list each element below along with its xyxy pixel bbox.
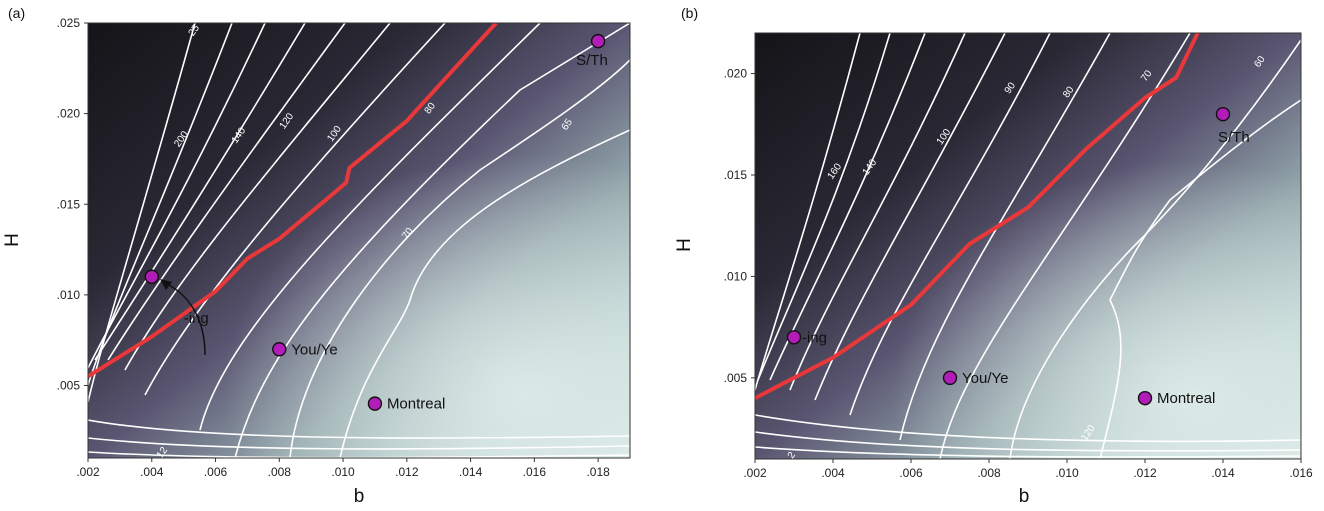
y-tick-label: .020	[724, 67, 748, 81]
panel-b-y-ticks: .005 .010 .015 .020	[724, 67, 755, 385]
point-label: Montreal	[1157, 390, 1215, 407]
x-tick-label: .006	[899, 466, 923, 480]
contour-line	[88, 437, 630, 450]
data-point	[942, 370, 958, 386]
panel-a-frame	[87, 22, 631, 459]
point-label: Montreal	[387, 396, 445, 413]
y-tick-label: .025	[57, 16, 81, 30]
x-tick-label: .002	[743, 466, 767, 480]
y-tick-label: .015	[57, 197, 81, 211]
contour-line	[94, 23, 306, 361]
contour-line	[755, 446, 1301, 458]
contour-line	[124, 23, 391, 371]
x-tick-label: .012	[1133, 466, 1157, 480]
y-tick-label: .020	[57, 107, 81, 121]
panel-b-y-label: H	[674, 238, 695, 252]
x-tick-label: .004	[821, 466, 845, 480]
point-label: You/Ye	[962, 370, 1008, 387]
data-point	[367, 396, 383, 411]
data-point	[590, 33, 606, 49]
x-tick-label: .012	[395, 465, 419, 479]
contour-line	[769, 33, 926, 381]
point-label: -ing	[184, 310, 209, 327]
x-tick-label: .016	[1289, 466, 1313, 480]
contour-line	[755, 33, 861, 391]
panel-b-label: (b)	[681, 5, 698, 21]
panel-b-glow	[755, 33, 1301, 459]
point-label: S/Th	[576, 52, 608, 69]
panel-a-label: (a)	[8, 5, 25, 21]
point-label: -ing	[802, 329, 827, 346]
contour-line	[144, 23, 446, 396]
data-point	[1137, 390, 1153, 406]
panel-a-y-ticks: .005 .010 .015 .020 .025	[57, 16, 88, 393]
panel-b-points: S/Th -ing You/Ye Montreal	[786, 106, 1250, 407]
y-tick-label: .015	[724, 168, 748, 182]
y-tick-label: .005	[724, 371, 748, 385]
x-tick-label: .004	[140, 465, 164, 479]
contour-line	[1009, 39, 1301, 459]
x-tick-label: .014	[459, 465, 483, 479]
point-label: You/Ye	[291, 341, 337, 358]
contour-line	[88, 419, 630, 439]
contour-line	[939, 33, 1191, 459]
point-label: S/Th	[1218, 129, 1250, 146]
y-tick-label: .005	[57, 379, 81, 393]
panel-a-x-label: b	[354, 486, 365, 507]
x-tick-label: .002	[76, 465, 100, 479]
panel-b-frame	[754, 32, 1302, 460]
ing-arrowhead	[160, 279, 172, 290]
y-tick-label: .010	[57, 288, 81, 302]
panel-b-boundary-line	[755, 33, 1200, 400]
contour-line	[1099, 99, 1301, 459]
data-point	[272, 342, 287, 357]
x-tick-label: .006	[204, 465, 228, 479]
contour-line	[789, 33, 966, 391]
data-point	[144, 269, 159, 284]
x-tick-label: .008	[268, 465, 292, 479]
panel-b-x-label: b	[1019, 486, 1030, 507]
contour-line	[234, 23, 630, 458]
contour-line	[199, 23, 541, 431]
contour-line	[755, 431, 1301, 452]
contour-line	[107, 23, 346, 361]
ing-arrow	[164, 282, 206, 356]
contour-label: 2	[786, 450, 798, 461]
x-tick-label: .014	[1211, 466, 1235, 480]
x-tick-label: .008	[977, 466, 1001, 480]
panel-b-x-ticks: .002 .004 .006 .008 .010 .012 .014 .016	[743, 459, 1313, 480]
contour-line	[899, 33, 1111, 441]
panel-a-boundary-line	[88, 23, 498, 379]
contour-line	[849, 33, 1051, 416]
x-tick-label: .018	[586, 465, 610, 479]
y-tick-label: .010	[724, 269, 748, 283]
x-tick-label: .016	[523, 465, 547, 479]
contour-line	[289, 59, 630, 458]
panel-a-glow	[88, 23, 630, 458]
data-point	[786, 330, 802, 345]
contour-line	[88, 23, 266, 369]
panel-a-x-ticks: .002 .004 .006 .008 .010 .012 .014 .016 .018	[76, 458, 610, 479]
panel-a-points: S/Th -ing You/Ye Montreal	[144, 33, 608, 413]
panel-b-contours	[755, 33, 1301, 459]
contour-line	[757, 33, 891, 381]
data-point	[1215, 106, 1231, 122]
x-tick-label: .010	[331, 465, 355, 479]
contour-line	[339, 129, 630, 458]
panel-a-y-label: H	[2, 233, 23, 247]
contour-line	[755, 414, 1301, 443]
x-tick-label: .010	[1055, 466, 1079, 480]
